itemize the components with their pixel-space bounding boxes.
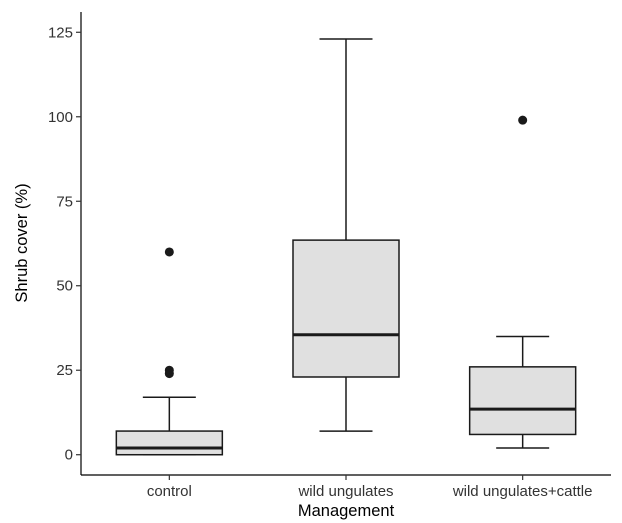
outlier-point [164, 247, 174, 257]
y-tick-label: 0 [65, 447, 73, 464]
y-axis-title: Shrub cover (%) [13, 183, 31, 302]
x-tick-label: wild ungulates [297, 483, 393, 500]
plot-content [115, 38, 577, 456]
y-tick-label: 50 [56, 278, 73, 295]
iqr-box [468, 366, 577, 436]
box-group-2 [292, 38, 400, 432]
y-tick-label: 100 [48, 109, 73, 126]
x-tick-label: control [147, 483, 192, 500]
y-tick-label: 25 [56, 362, 73, 379]
iqr-box [292, 239, 400, 378]
x-tick-label: wild ungulates+cattle [452, 483, 593, 500]
outlier-point [164, 365, 174, 375]
iqr-box [115, 430, 224, 456]
box-group-3 [468, 115, 577, 449]
y-tick-label: 75 [56, 193, 73, 210]
x-axis-title: Management [298, 502, 395, 520]
y-axis-ticks: 0 25 50 75 100 125 [48, 24, 81, 464]
outlier-point [518, 115, 528, 125]
y-tick-label: 125 [48, 24, 73, 41]
box-group-1 [115, 247, 224, 456]
x-axis-ticks: control wild ungulates wild ungulates+catt… [147, 475, 593, 500]
